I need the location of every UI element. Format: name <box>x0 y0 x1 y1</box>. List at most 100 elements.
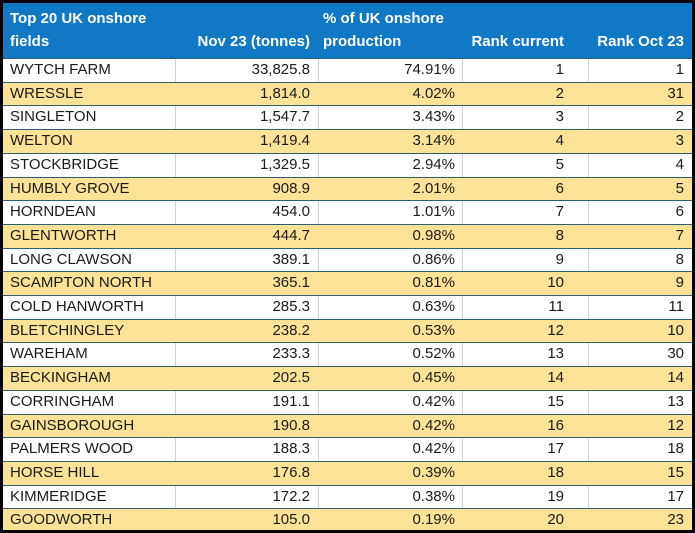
cell-rank-current: 20 <box>462 509 588 530</box>
cell-rank-current: 12 <box>462 319 588 344</box>
table-row: KIMMERIDGE 172.2 0.38% 19 17 <box>3 485 692 510</box>
cell-tonnes: 233.3 <box>175 343 318 368</box>
uk-onshore-fields-table: Top 20 UK onshore fields Nov 23 (tonnes)… <box>3 3 692 530</box>
cell-rank-current: 3 <box>462 106 588 131</box>
cell-rank-current: 7 <box>462 201 588 225</box>
cell-rank-oct23: 17 <box>588 485 692 510</box>
cell-field-name: KIMMERIDGE <box>3 485 175 510</box>
column-header-rank-oct23: Rank Oct 23 <box>588 3 692 59</box>
table-row: LONG CLAWSON 389.1 0.86% 9 8 <box>3 248 692 273</box>
cell-rank-current: 5 <box>462 153 588 178</box>
cell-rank-oct23: 31 <box>588 82 692 107</box>
column-header-rank-current: Rank current <box>462 3 588 59</box>
cell-rank-current: 18 <box>462 461 588 486</box>
table-row: COLD HANWORTH 285.3 0.63% 11 11 <box>3 296 692 320</box>
cell-rank-current: 6 <box>462 177 588 202</box>
cell-rank-oct23: 4 <box>588 153 692 178</box>
table-row: CORRINGHAM 191.1 0.42% 15 13 <box>3 390 692 415</box>
cell-rank-current: 14 <box>462 367 588 391</box>
cell-field-name: STOCKBRIDGE <box>3 153 175 178</box>
cell-tonnes: 188.3 <box>175 438 318 462</box>
cell-tonnes: 1,814.0 <box>175 82 318 107</box>
table-row: WELTON 1,419.4 3.14% 4 3 <box>3 130 692 154</box>
cell-production-pct: 0.98% <box>318 224 462 249</box>
cell-field-name: COLD HANWORTH <box>3 296 175 320</box>
cell-rank-oct23: 10 <box>588 319 692 344</box>
cell-tonnes: 1,329.5 <box>175 153 318 178</box>
table-row: SINGLETON 1,547.7 3.43% 3 2 <box>3 106 692 131</box>
cell-rank-oct23: 12 <box>588 414 692 439</box>
cell-field-name: HORNDEAN <box>3 201 175 225</box>
table-row: WYTCH FARM 33,825.8 74.91% 1 1 <box>3 59 692 83</box>
cell-production-pct: 1.01% <box>318 201 462 225</box>
cell-rank-current: 8 <box>462 224 588 249</box>
table-row: HUMBLY GROVE 908.9 2.01% 6 5 <box>3 177 692 202</box>
cell-production-pct: 2.01% <box>318 177 462 202</box>
cell-field-name: SCAMPTON NORTH <box>3 272 175 297</box>
table-row: BECKINGHAM 202.5 0.45% 14 14 <box>3 367 692 391</box>
cell-field-name: WYTCH FARM <box>3 59 175 83</box>
cell-production-pct: 0.42% <box>318 390 462 415</box>
cell-tonnes: 1,419.4 <box>175 130 318 154</box>
column-header-tonnes: Nov 23 (tonnes) <box>175 3 318 59</box>
cell-tonnes: 190.8 <box>175 414 318 439</box>
cell-field-name: PALMERS WOOD <box>3 438 175 462</box>
cell-tonnes: 172.2 <box>175 485 318 510</box>
cell-rank-current: 19 <box>462 485 588 510</box>
cell-tonnes: 285.3 <box>175 296 318 320</box>
cell-field-name: BLETCHINGLEY <box>3 319 175 344</box>
cell-rank-current: 17 <box>462 438 588 462</box>
cell-production-pct: 74.91% <box>318 59 462 83</box>
cell-rank-oct23: 1 <box>588 59 692 83</box>
cell-rank-current: 13 <box>462 343 588 368</box>
cell-rank-current: 9 <box>462 248 588 273</box>
cell-production-pct: 3.14% <box>318 130 462 154</box>
header-row: Top 20 UK onshore fields Nov 23 (tonnes)… <box>3 3 692 59</box>
cell-tonnes: 238.2 <box>175 319 318 344</box>
cell-tonnes: 176.8 <box>175 461 318 486</box>
cell-tonnes: 191.1 <box>175 390 318 415</box>
table-row: GAINSBOROUGH 190.8 0.42% 16 12 <box>3 414 692 439</box>
cell-rank-current: 15 <box>462 390 588 415</box>
table-row: WAREHAM 233.3 0.52% 13 30 <box>3 343 692 368</box>
column-header-fields-line2: fields <box>10 33 50 50</box>
cell-field-name: HUMBLY GROVE <box>3 177 175 202</box>
cell-production-pct: 0.19% <box>318 509 462 530</box>
cell-rank-oct23: 18 <box>588 438 692 462</box>
cell-rank-oct23: 23 <box>588 509 692 530</box>
cell-production-pct: 4.02% <box>318 82 462 107</box>
cell-field-name: WRESSLE <box>3 82 175 107</box>
cell-production-pct: 0.52% <box>318 343 462 368</box>
cell-production-pct: 0.39% <box>318 461 462 486</box>
cell-rank-current: 4 <box>462 130 588 154</box>
cell-rank-oct23: 13 <box>588 390 692 415</box>
table-row: SCAMPTON NORTH 365.1 0.81% 10 9 <box>3 272 692 297</box>
cell-tonnes: 105.0 <box>175 509 318 530</box>
cell-field-name: HORSE HILL <box>3 461 175 486</box>
cell-rank-current: 2 <box>462 82 588 107</box>
cell-rank-oct23: 14 <box>588 367 692 391</box>
cell-production-pct: 0.42% <box>318 414 462 439</box>
column-header-fields-line1: Top 20 UK onshore <box>10 10 147 27</box>
table-row: WRESSLE 1,814.0 4.02% 2 31 <box>3 82 692 107</box>
cell-production-pct: 0.63% <box>318 296 462 320</box>
cell-production-pct: 0.53% <box>318 319 462 344</box>
cell-field-name: WAREHAM <box>3 343 175 368</box>
cell-rank-oct23: 30 <box>588 343 692 368</box>
cell-production-pct: 0.81% <box>318 272 462 297</box>
table-row: HORSE HILL 176.8 0.39% 18 15 <box>3 461 692 486</box>
column-header-tonnes-label: Nov 23 (tonnes) <box>197 33 310 50</box>
table-body: WYTCH FARM 33,825.8 74.91% 1 1 WRESSLE 1,814.0… <box>3 59 692 530</box>
cell-field-name: LONG CLAWSON <box>3 248 175 273</box>
cell-rank-oct23: 7 <box>588 224 692 249</box>
cell-tonnes: 908.9 <box>175 177 318 202</box>
table-row: GLENTWORTH 444.7 0.98% 8 7 <box>3 224 692 249</box>
table-row: HORNDEAN 454.0 1.01% 7 6 <box>3 201 692 225</box>
cell-tonnes: 454.0 <box>175 201 318 225</box>
cell-production-pct: 0.86% <box>318 248 462 273</box>
column-header-production-pct-line1: % of UK onshore <box>323 10 444 27</box>
cell-rank-current: 10 <box>462 272 588 297</box>
cell-rank-oct23: 2 <box>588 106 692 131</box>
column-header-production-pct-line2: production <box>323 33 402 50</box>
cell-production-pct: 2.94% <box>318 153 462 178</box>
